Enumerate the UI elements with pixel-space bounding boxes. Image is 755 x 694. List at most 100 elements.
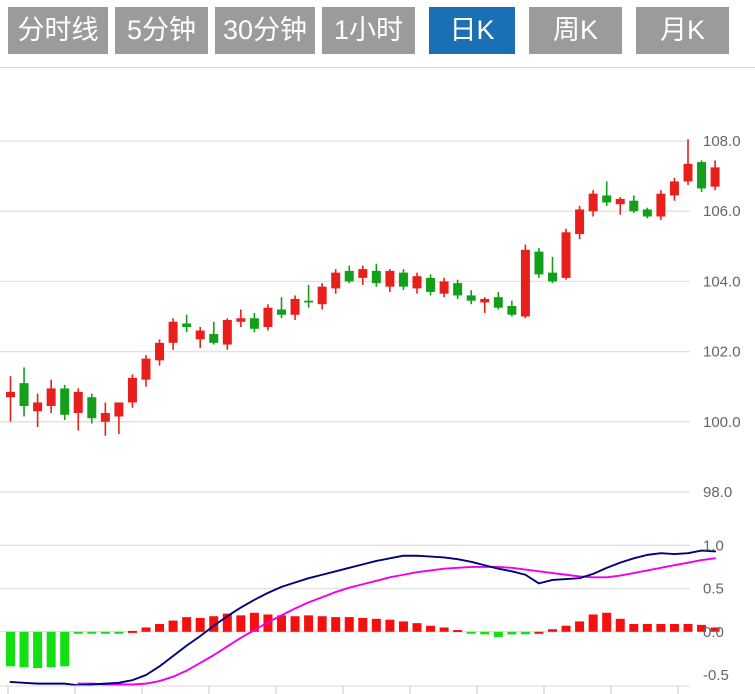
candle[interactable] — [87, 393, 97, 424]
candle-body — [317, 286, 327, 305]
macd-bar — [209, 616, 219, 632]
candle-body — [73, 391, 83, 413]
price-axis-label: 104.0 — [703, 273, 741, 290]
candle[interactable] — [73, 388, 83, 431]
candle[interactable] — [710, 160, 720, 191]
chart-canvas[interactable]: 108.0 106.0 104.0 102.0 100.0 98.0 1.0 0.5 0.0 -0… — [0, 68, 755, 694]
candle-body — [195, 330, 205, 340]
macd-bar — [575, 621, 585, 632]
candle[interactable] — [236, 309, 246, 328]
candle[interactable] — [561, 228, 571, 280]
candle-body — [331, 272, 341, 289]
candle[interactable] — [344, 265, 354, 284]
candle[interactable] — [222, 318, 232, 350]
candle[interactable] — [168, 318, 178, 350]
candle[interactable] — [19, 367, 29, 417]
candle[interactable] — [493, 291, 503, 310]
candle[interactable] — [398, 269, 408, 291]
macd-bar — [520, 631, 530, 635]
candle-body — [548, 272, 557, 282]
candle[interactable] — [548, 256, 557, 284]
candle[interactable] — [534, 248, 544, 278]
candle[interactable] — [141, 355, 151, 387]
candle[interactable] — [642, 207, 652, 219]
macd-bar — [602, 612, 612, 632]
candle[interactable] — [317, 283, 327, 310]
macd-bar — [87, 631, 97, 634]
candle[interactable] — [385, 269, 395, 292]
candle[interactable] — [453, 279, 463, 299]
candle[interactable] — [182, 314, 192, 333]
candlestick-series[interactable] — [6, 139, 720, 436]
candle[interactable] — [439, 277, 449, 298]
macd-bar — [710, 627, 720, 632]
macd-axis-label: 1.0 — [703, 537, 724, 554]
candle[interactable] — [480, 297, 490, 313]
tab-5[interactable]: 日K — [429, 7, 515, 54]
candle[interactable] — [615, 197, 625, 215]
tab-6[interactable]: 周K — [529, 7, 622, 54]
tab-1[interactable]: 分时线 — [8, 7, 108, 54]
macd-bar — [480, 631, 490, 635]
candle[interactable] — [426, 274, 436, 296]
candle[interactable] — [656, 190, 666, 220]
candle[interactable] — [507, 300, 517, 317]
candle[interactable] — [155, 339, 165, 366]
macd-bar — [100, 631, 110, 634]
tab-4[interactable]: 1小时 — [322, 7, 415, 54]
macd-bar — [344, 617, 354, 632]
tab-2[interactable]: 5分钟 — [115, 7, 208, 54]
macd-bar — [236, 615, 246, 632]
candle-body — [114, 402, 124, 417]
candle[interactable] — [6, 376, 15, 422]
candle[interactable] — [669, 177, 679, 201]
tab-3[interactable]: 30分钟 — [215, 7, 315, 54]
timeframe-tabbar: 分时线 5分钟 30分钟 1小时 日K 周K 月K — [0, 0, 755, 68]
candle[interactable] — [249, 312, 259, 333]
tab-7[interactable]: 月K — [636, 7, 729, 54]
candle[interactable] — [697, 160, 707, 192]
macd-bar — [656, 624, 666, 632]
macd-bar — [168, 620, 178, 632]
candle[interactable] — [33, 393, 43, 428]
candle[interactable] — [277, 297, 286, 319]
macd-bar — [629, 624, 639, 632]
candle[interactable] — [588, 190, 598, 217]
candle-body — [642, 209, 652, 217]
candle[interactable] — [602, 181, 612, 206]
candle-body — [588, 193, 598, 212]
candle[interactable] — [100, 402, 110, 436]
macd-bar — [683, 624, 693, 632]
price-gridlines — [0, 140, 690, 493]
candle[interactable] — [304, 284, 314, 308]
candle[interactable] — [331, 269, 341, 294]
macd-bar — [277, 615, 286, 632]
candle[interactable] — [466, 290, 476, 305]
macd-axis-label: -0.5 — [703, 667, 729, 684]
candle[interactable] — [290, 295, 300, 320]
macd-bar — [588, 614, 598, 632]
candle[interactable] — [195, 327, 205, 349]
candle[interactable] — [209, 321, 219, 345]
candle-body — [19, 383, 29, 406]
candle[interactable] — [114, 402, 124, 435]
candle-body — [520, 249, 530, 317]
candle[interactable] — [46, 379, 56, 413]
macd-dif-line — [9, 549, 717, 687]
candle[interactable] — [412, 272, 422, 294]
candle[interactable] — [520, 244, 530, 319]
price-axis-label: 100.0 — [703, 414, 741, 431]
candle[interactable] — [60, 384, 70, 420]
macd-bar — [439, 627, 449, 632]
candle[interactable] — [629, 195, 639, 213]
candle[interactable] — [683, 139, 693, 185]
candle[interactable] — [127, 374, 137, 408]
candle[interactable] — [358, 265, 368, 285]
candle-body — [290, 298, 300, 315]
candle[interactable] — [371, 263, 381, 287]
candle[interactable] — [263, 304, 273, 331]
stock-chart[interactable]: 108.0 106.0 104.0 102.0 100.0 98.0 1.0 0.5 0.0 -0… — [0, 68, 755, 694]
macd-bar — [331, 617, 341, 632]
candle-body — [33, 402, 43, 412]
candle[interactable] — [575, 205, 585, 240]
